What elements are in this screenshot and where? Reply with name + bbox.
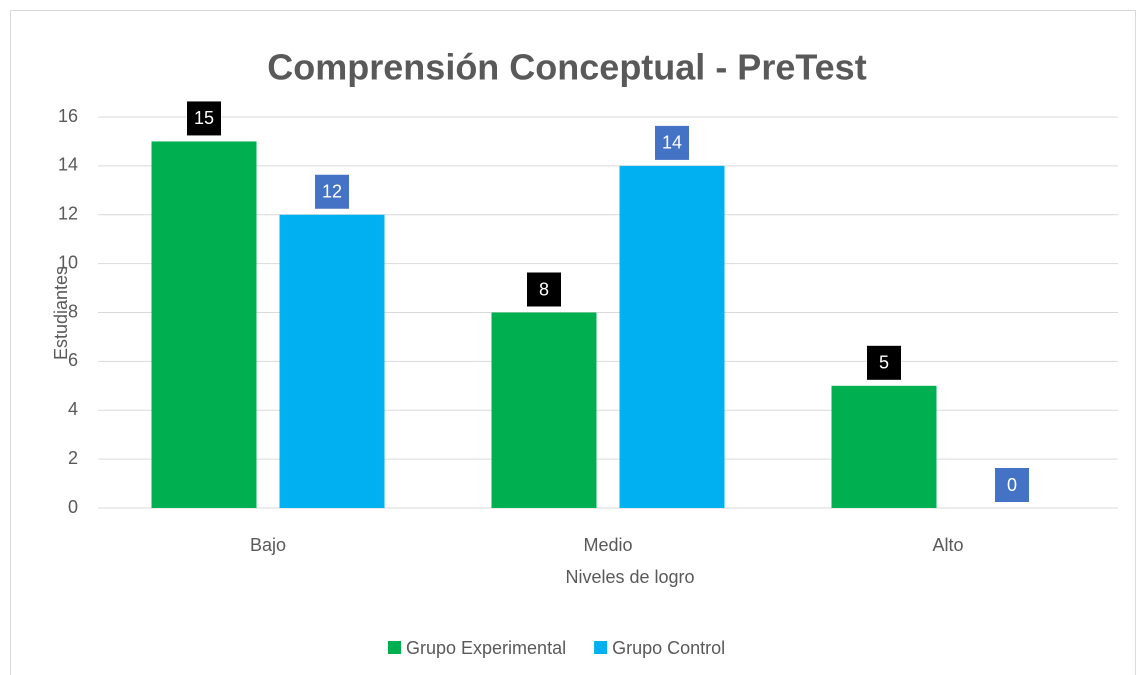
x-tick-label: Bajo xyxy=(250,535,286,555)
bar xyxy=(151,141,257,508)
legend-label: Grupo Experimental xyxy=(406,638,566,658)
bar xyxy=(279,214,385,508)
y-tick-label: 0 xyxy=(68,497,78,517)
y-tick-label: 4 xyxy=(68,399,78,419)
data-label-box xyxy=(527,272,561,307)
x-tick-label: Alto xyxy=(932,535,963,555)
data-label: 14 xyxy=(662,133,682,153)
y-tick-label: 2 xyxy=(68,448,78,468)
data-label-box xyxy=(187,101,221,136)
x-tick-label: Medio xyxy=(583,535,632,555)
y-tick-label: 12 xyxy=(58,204,78,224)
y-tick-label: 16 xyxy=(58,106,78,126)
data-label: 12 xyxy=(322,182,342,202)
data-label-box xyxy=(995,468,1029,502)
y-axis-title: Estudiantes xyxy=(51,266,71,360)
data-label: 5 xyxy=(879,353,889,373)
bar xyxy=(619,165,725,508)
chart-title: Comprensión Conceptual - PreTest xyxy=(267,47,866,88)
legend-swatch xyxy=(594,641,608,654)
data-label: 0 xyxy=(1007,475,1017,495)
data-label: 15 xyxy=(194,108,214,128)
y-tick-label: 8 xyxy=(68,301,78,321)
y-tick-label: 10 xyxy=(58,252,78,272)
legend-swatch xyxy=(388,641,401,654)
data-label: 8 xyxy=(539,279,549,299)
data-label-box xyxy=(867,345,901,380)
legend-label: Grupo Control xyxy=(612,638,725,658)
bar xyxy=(491,312,597,508)
data-label-box xyxy=(655,125,689,160)
data-label-box xyxy=(315,174,349,209)
bar xyxy=(831,385,937,508)
y-tick-label: 6 xyxy=(68,350,78,370)
x-axis-title: Niveles de logro xyxy=(565,567,694,587)
y-tick-label: 14 xyxy=(58,155,78,175)
